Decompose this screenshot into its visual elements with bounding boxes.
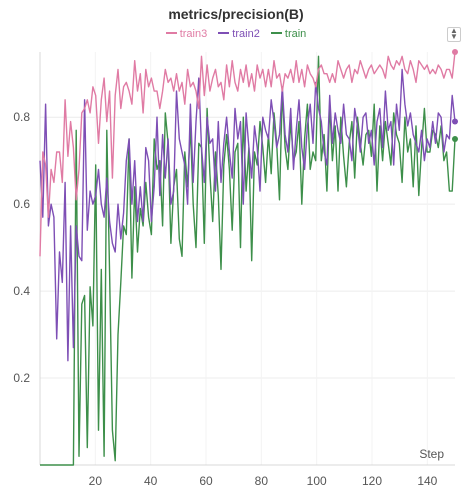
x-tick-label: 60 (199, 474, 213, 488)
legend-label-train: train (284, 28, 307, 40)
y-tick-label: 0.6 (13, 197, 30, 211)
legend-swatch-train3 (165, 32, 177, 35)
legend: train3 train2 train (0, 28, 472, 40)
legend-label-train3: train3 (179, 28, 208, 40)
x-tick-label: 140 (417, 474, 437, 488)
x-tick-label: 100 (307, 474, 327, 488)
x-tick-label: 120 (362, 474, 382, 488)
chart-title: metrics/precision(B) (168, 6, 304, 22)
series-endpoint-train2 (452, 118, 458, 125)
legend-label-train2: train2 (232, 28, 260, 40)
series-endpoint-train3 (452, 49, 458, 55)
series-line-train2[interactable] (39, 68, 456, 362)
x-tick-label: 40 (144, 474, 158, 488)
series-layer (39, 49, 458, 466)
x-tick-label: 20 (89, 474, 103, 488)
legend-swatch-train2 (218, 32, 230, 35)
legend-swatch-train (270, 32, 282, 35)
y-tick-label: 0.2 (13, 371, 30, 385)
legend-item-train2[interactable]: train2 (218, 28, 260, 40)
series-line-train[interactable] (40, 55, 456, 466)
x-axis-label: Step (419, 447, 444, 461)
legend-scroll-icon[interactable]: ▲ ▼ (447, 27, 461, 42)
x-tick-label: 80 (255, 474, 269, 488)
y-tick-label: 0.8 (13, 110, 30, 124)
y-tick-label: 0.4 (13, 284, 30, 298)
grid-layer (40, 52, 455, 465)
legend-item-train[interactable]: train (270, 28, 307, 40)
series-endpoint-train (452, 135, 458, 142)
axis-layer: 0.2 0.4 0.6 0.8 20 40 60 80 100 120 140 (13, 52, 455, 488)
series-line-train3[interactable] (39, 51, 456, 257)
legend-item-train3[interactable]: train3 (165, 28, 208, 40)
